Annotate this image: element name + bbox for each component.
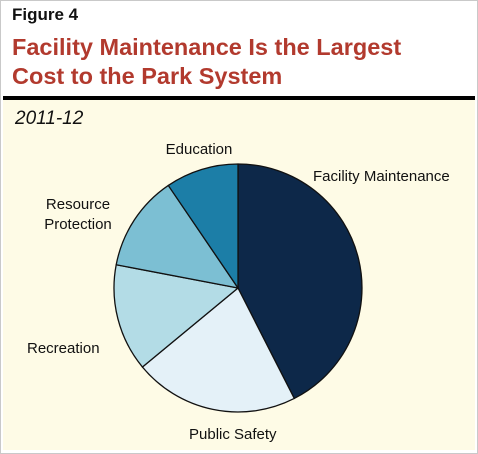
pie-slice-resource-protection	[115, 184, 239, 289]
slice-label-public-safety: Public Safety	[189, 426, 277, 443]
pie-slices	[113, 163, 363, 413]
pie-labels: Facility Maintenance Public Safety Recreat…	[27, 141, 450, 443]
title-line-2: Cost to the Park System	[12, 63, 283, 89]
figure-title: Facility Maintenance Is the Largest Cost…	[12, 33, 472, 91]
figure-label: Figure 4	[12, 5, 79, 24]
pie-slice-facility-maintenance	[237, 163, 363, 400]
slice-label-facility-maintenance: Facility Maintenance	[313, 168, 450, 185]
slice-label-resource-protection: Resource Protection	[44, 196, 112, 233]
title-line-1: Facility Maintenance Is the Largest	[12, 34, 402, 60]
pie-slice-education	[167, 163, 239, 289]
pie-slice-recreation	[113, 264, 239, 368]
chart-subtitle: 2011-12	[15, 108, 84, 129]
title-rule	[3, 96, 475, 100]
pie-slice-public-safety	[141, 287, 295, 413]
slice-label-education: Education	[166, 141, 233, 158]
slice-label-recreation: Recreation	[27, 340, 100, 357]
